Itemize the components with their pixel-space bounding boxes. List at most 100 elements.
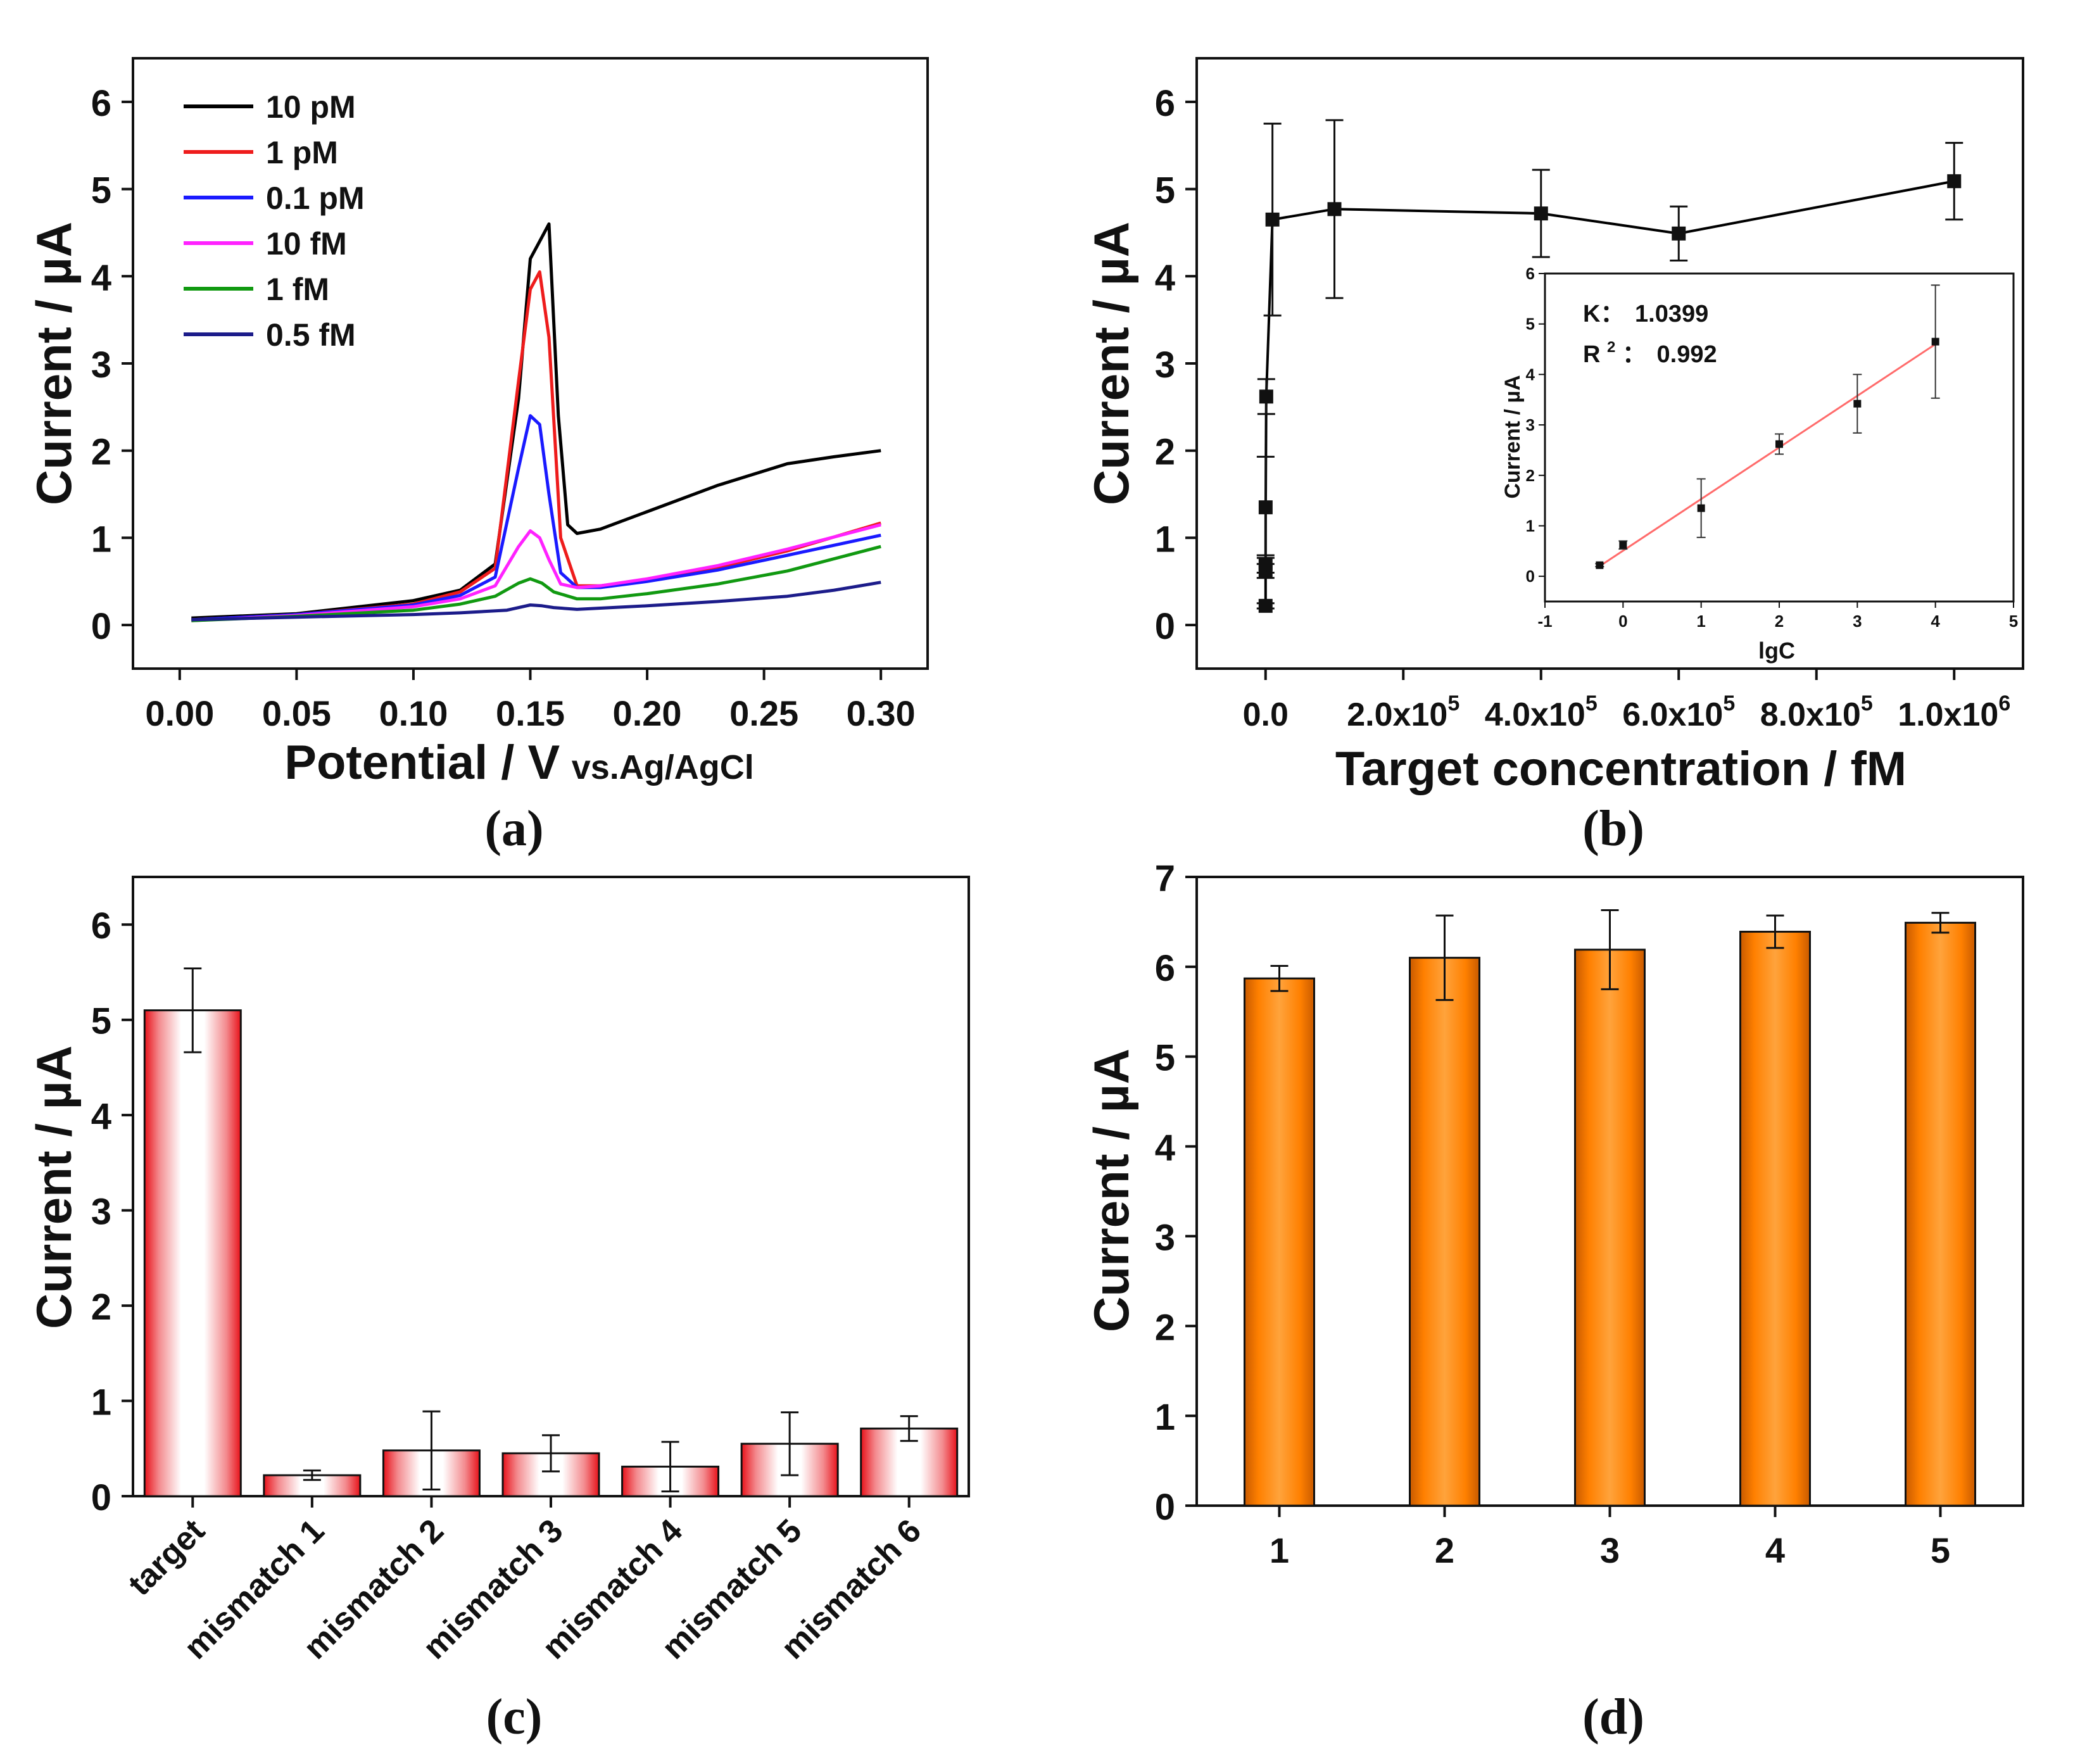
panel-b-x-tick-label: 8.0x105 xyxy=(1760,691,1873,733)
panel-b-y-tick-label: 4 xyxy=(1155,257,1175,298)
bar xyxy=(143,1009,242,1497)
panel-c-y-axis-title: Current / µA xyxy=(26,1045,82,1329)
series-line-0.1-pM xyxy=(191,414,881,622)
panel-d-y-tick-label: 6 xyxy=(1155,948,1175,989)
inset-r2-label: R xyxy=(1583,341,1600,368)
inset-y-tick-label: 1 xyxy=(1526,516,1535,535)
inset-data-point xyxy=(1931,337,1939,346)
inset-y-tick-label: 4 xyxy=(1526,365,1535,384)
panel-b-x-tick-exponent: 5 xyxy=(1447,691,1459,715)
panel-a-label: (a) xyxy=(484,801,543,857)
panel-b-x-tick-mantissa: 2.0x10 xyxy=(1347,696,1447,733)
panel-a-y-tick-label: 2 xyxy=(91,432,111,473)
panel-a-y-tick-label: 0 xyxy=(91,606,111,647)
panel-d-y-tick-label: 3 xyxy=(1155,1217,1175,1258)
inset-data-point xyxy=(1853,400,1862,408)
panel-c-y-tick-label: 0 xyxy=(91,1477,111,1518)
panel-a-x-tick-label: 0.05 xyxy=(262,693,331,733)
panel-c-plot-frame xyxy=(132,876,970,1497)
panel-c-label: (c) xyxy=(486,1689,543,1745)
inset-x-tick-label: 2 xyxy=(1775,612,1784,631)
series-line-10-pM xyxy=(191,222,881,620)
panel-d-y-tick-label: 5 xyxy=(1155,1038,1175,1079)
inset-y-tick-label: 6 xyxy=(1526,264,1535,283)
inset-k-label: K： xyxy=(1583,301,1624,327)
panel-b-y-tick-label: 3 xyxy=(1155,344,1175,386)
data-point xyxy=(1327,202,1342,217)
series-line-1-fM xyxy=(191,545,881,622)
inset-r2-sup: 2 xyxy=(1607,339,1615,356)
panel-c-y-tick-label: 1 xyxy=(91,1382,111,1423)
panel-c-category-label: target xyxy=(122,1512,212,1603)
panel-c-y-tick-label: 4 xyxy=(91,1096,111,1137)
panel-a-y-tick-label: 4 xyxy=(91,257,111,298)
panel-a-voltammogram: 0 1 2 3 4 5 6 0.00 0.05 0.10 0.15 0.20 0.25 0.30 10 p… xyxy=(26,57,929,857)
panel-b-x-tick-mantissa: 4.0x10 xyxy=(1485,696,1585,733)
data-point xyxy=(1258,557,1273,571)
panel-c-y-tick-label: 6 xyxy=(91,905,111,947)
panel-b-x-tick-exponent: 5 xyxy=(1585,691,1598,715)
series-line-10-fM xyxy=(191,523,881,622)
inset-data-point xyxy=(1775,440,1783,448)
panel-d-y-tick-label: 1 xyxy=(1155,1397,1175,1438)
inset-x-tick-label: 3 xyxy=(1853,612,1862,631)
panel-a-x-axis-title: Potential / V vs.Ag/AgCl xyxy=(284,736,753,790)
panel-b-x-tick-mantissa: 8.0x10 xyxy=(1760,696,1861,733)
panel-b-x-tick-label: 2.0x105 xyxy=(1347,691,1459,733)
panel-a-y-tick-label: 6 xyxy=(91,83,111,124)
data-point xyxy=(1672,226,1686,241)
inset-r2-annotation: R 2 ： 0.992 xyxy=(1583,331,1717,368)
inset-r2-value: 0.992 xyxy=(1657,341,1717,368)
panel-c-y-tick-label: 3 xyxy=(91,1192,111,1233)
bar xyxy=(1739,931,1811,1507)
legend-label: 1 fM xyxy=(266,272,329,307)
panel-a-x-tick-label: 0.25 xyxy=(729,693,798,733)
inset-data-point xyxy=(1619,541,1627,549)
panel-d-y-axis-title: Current / µA xyxy=(1083,1049,1139,1332)
panel-a-y-tick-label: 3 xyxy=(91,344,111,386)
legend-label: 0.1 pM xyxy=(266,180,365,216)
panel-b-x-tick-exponent: 6 xyxy=(1998,691,2010,715)
data-point xyxy=(1947,174,1962,189)
data-point xyxy=(1259,389,1273,404)
panel-d-category-label: 5 xyxy=(1931,1530,1950,1570)
inset-y-axis-title: Current / µA xyxy=(1501,375,1525,498)
panel-b-y-tick-label: 2 xyxy=(1155,432,1175,473)
panel-a-y-tick-label: 5 xyxy=(91,170,111,211)
panel-b-y-tick-label: 6 xyxy=(1155,83,1175,124)
panel-b-y-tick-label: 1 xyxy=(1155,519,1175,560)
bar xyxy=(1574,948,1646,1507)
panel-a-x-axis-title-main: Potential / V xyxy=(284,736,560,790)
panel-a-x-tick-label: 0.00 xyxy=(145,693,214,733)
panel-b-x-tick-label: 4.0x105 xyxy=(1485,691,1598,733)
inset-r2-sep: ： xyxy=(1622,341,1646,368)
inset-k-value: 1.0399 xyxy=(1635,301,1708,327)
inset-fit-line xyxy=(1599,343,1936,567)
panel-b-x-tick-mantissa: 0.0 xyxy=(1243,696,1289,733)
panel-a-x-axis-title-sub: vs.Ag/AgCl xyxy=(572,748,754,786)
legend-label: 10 pM xyxy=(266,89,356,125)
inset-y-tick-label: 3 xyxy=(1526,415,1535,434)
panel-c-y-tick-label: 5 xyxy=(91,1001,111,1042)
panel-d-category-label: 4 xyxy=(1765,1530,1785,1570)
panel-b-y-axis-title: Current / µA xyxy=(1083,222,1139,505)
data-point xyxy=(1534,206,1548,221)
panel-a-y-axis-title: Current / µA xyxy=(26,222,82,505)
panel-d-y-tick-label: 4 xyxy=(1155,1128,1175,1169)
inset-data-point xyxy=(1697,504,1705,512)
inset-x-tick-label: -1 xyxy=(1537,612,1552,631)
panel-b-x-axis-title: Target concentration / fM xyxy=(1335,742,1907,796)
data-point xyxy=(1265,212,1280,227)
inset-x-tick-label: 1 xyxy=(1696,612,1705,631)
inset-data-point xyxy=(1596,561,1604,569)
panel-b-x-tick-label: 1.0x106 xyxy=(1898,691,2010,733)
panel-a-x-tick-label: 0.10 xyxy=(379,693,448,733)
panel-d-y-tick-label: 2 xyxy=(1155,1307,1175,1348)
panel-a-x-tick-label: 0.20 xyxy=(613,693,682,733)
inset-y-tick-label: 5 xyxy=(1526,315,1535,334)
panel-b-y-tick-label: 5 xyxy=(1155,170,1175,211)
panel-d-y-tick-label: 0 xyxy=(1155,1487,1175,1528)
